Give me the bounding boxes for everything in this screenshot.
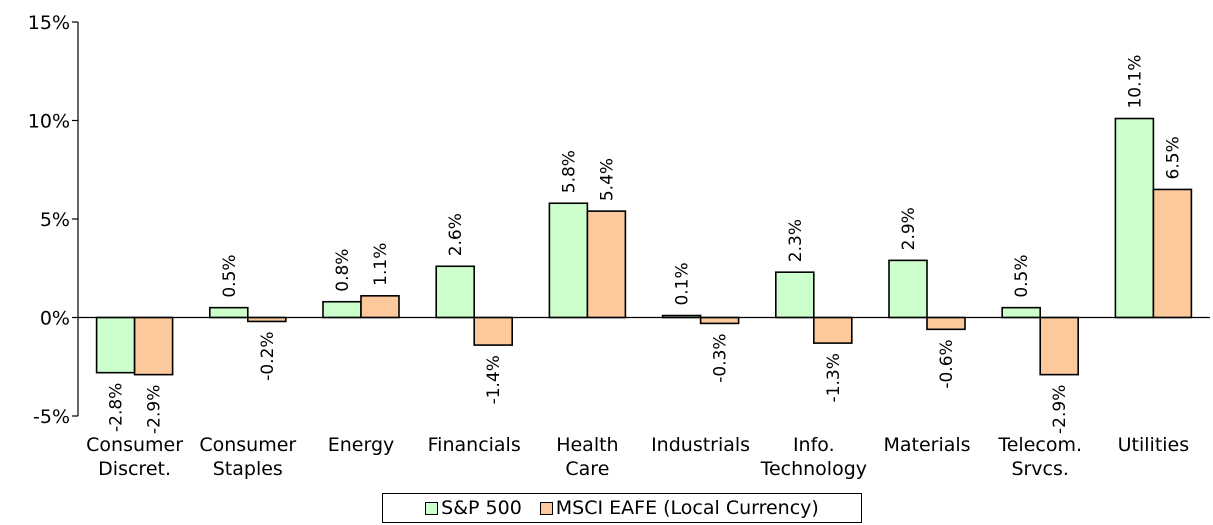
value-label-msci-eafe: 6.5%	[1163, 136, 1183, 179]
legend-swatch-msci-eafe	[539, 501, 553, 515]
legend-label-msci-eafe: MSCI EAFE (Local Currency)	[555, 497, 819, 519]
value-label-sp500: 0.5%	[220, 254, 240, 297]
bar-msci-eafe	[473, 316, 514, 346]
value-label-msci-eafe: -1.4%	[484, 355, 504, 404]
bar-sp500	[774, 271, 815, 319]
value-label-sp500: 0.1%	[673, 262, 693, 305]
value-label-msci-eafe: 5.4%	[597, 158, 617, 201]
bar-msci-eafe	[699, 316, 740, 325]
value-label-msci-eafe: -1.3%	[824, 353, 844, 402]
value-label-msci-eafe: -2.9%	[1050, 385, 1070, 434]
bar-sp500	[95, 316, 136, 374]
bar-msci-eafe	[1152, 188, 1193, 319]
y-tick-label: -5%	[33, 406, 70, 428]
bar-sp500	[1114, 117, 1155, 319]
y-tick-label: 10%	[28, 111, 70, 133]
bar-sp500	[1001, 306, 1042, 319]
value-label-sp500: 5.8%	[559, 150, 579, 193]
value-labels-group: -2.8% -2.9% 0.5% -0.2% 0.8% 1.1% 2.6% -1.4% 5.8%…	[107, 55, 1184, 434]
legend-label-sp500: S&P 500	[441, 497, 522, 519]
value-label-sp500: 2.6%	[446, 213, 466, 256]
value-label-sp500: 10.1%	[1125, 55, 1145, 109]
y-tick-label: 15%	[28, 12, 70, 34]
x-category-label: Health Care	[556, 434, 618, 480]
x-category-label: Financials	[428, 434, 521, 456]
value-label-msci-eafe: 1.1%	[371, 243, 391, 286]
x-category-label: Industrials	[651, 434, 750, 456]
x-category-label: Consumer Staples	[199, 434, 296, 480]
value-label-msci-eafe: -0.6%	[937, 339, 957, 388]
value-label-sp500: -2.8%	[107, 383, 127, 432]
legend-item-sp500: S&P 500	[425, 497, 522, 519]
y-tick-label: 5%	[40, 209, 70, 231]
bar-msci-eafe	[586, 210, 627, 319]
value-label-sp500: 0.5%	[1012, 254, 1032, 297]
bar-sp500	[209, 306, 249, 319]
x-axis-labels: Consumer Discret. Consumer Staples Energy Fin…	[86, 434, 1189, 480]
value-label-msci-eafe: -0.2%	[258, 331, 278, 380]
bar-msci-eafe	[812, 316, 853, 344]
x-category-label: Telecom. Srvcs.	[997, 434, 1082, 480]
value-label-msci-eafe: -0.3%	[711, 333, 731, 382]
y-axis-ticks: 15% 10% 5% 0% -5%	[28, 12, 78, 428]
bar-sp500	[888, 259, 928, 319]
x-category-label: Materials	[883, 434, 970, 456]
legend-swatch-sp500	[425, 501, 439, 515]
x-category-label: Info. Technology	[760, 434, 867, 480]
y-tick-label: 0%	[40, 308, 70, 330]
x-category-label: Energy	[328, 434, 395, 456]
legend-item-msci-eafe: MSCI EAFE (Local Currency)	[539, 497, 819, 519]
bar-sp500	[435, 265, 476, 319]
legend: S&P 500 MSCI EAFE (Local Currency)	[382, 493, 862, 523]
value-label-msci-eafe: -2.9%	[145, 385, 165, 434]
bar-msci-eafe	[360, 295, 400, 319]
bar-msci-eafe	[133, 316, 174, 376]
bar-sp500	[548, 202, 589, 319]
x-category-label: Utilities	[1118, 434, 1190, 456]
bar-msci-eafe	[926, 316, 966, 331]
value-label-sp500: 0.8%	[333, 249, 353, 292]
bar-sp500	[322, 300, 362, 319]
value-label-sp500: 2.3%	[786, 219, 806, 262]
x-category-label: Consumer Discret.	[86, 434, 183, 480]
value-label-sp500: 2.9%	[899, 207, 919, 250]
bar-msci-eafe	[1039, 316, 1079, 376]
